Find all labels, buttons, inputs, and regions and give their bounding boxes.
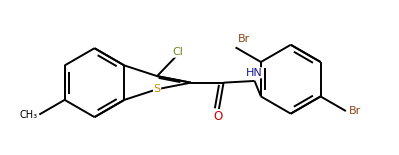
Text: Cl: Cl [172,47,184,57]
Text: CH₃: CH₃ [20,110,38,120]
Text: HN: HN [246,68,263,78]
Text: Br: Br [349,106,361,116]
Text: Br: Br [238,34,251,44]
Text: O: O [214,110,223,123]
Text: S: S [154,84,161,94]
